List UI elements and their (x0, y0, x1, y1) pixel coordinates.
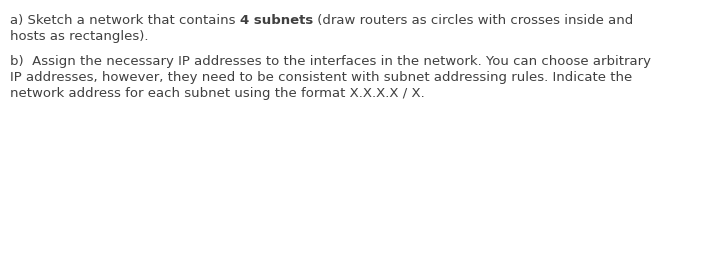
Text: (draw routers as circles with crosses inside and: (draw routers as circles with crosses in… (313, 14, 634, 27)
Text: IP addresses, however, they need to be consistent with subnet addressing rules. : IP addresses, however, they need to be c… (10, 71, 632, 84)
Text: b)  Assign the necessary IP addresses to the interfaces in the network. You can : b) Assign the necessary IP addresses to … (10, 55, 651, 68)
Text: a) Sketch a network that contains: a) Sketch a network that contains (10, 14, 240, 27)
Text: network address for each subnet using the format X.X.X.X / X.: network address for each subnet using th… (10, 87, 425, 100)
Text: 4 subnets: 4 subnets (240, 14, 313, 27)
Text: hosts as rectangles).: hosts as rectangles). (10, 30, 148, 43)
